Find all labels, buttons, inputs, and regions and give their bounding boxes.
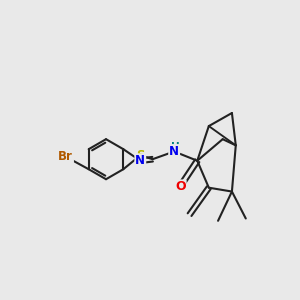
Text: N: N — [169, 145, 179, 158]
Text: H: H — [171, 142, 180, 152]
Text: S: S — [136, 149, 145, 162]
Text: Br: Br — [58, 150, 73, 163]
Text: N: N — [135, 154, 145, 167]
Text: O: O — [175, 180, 186, 194]
